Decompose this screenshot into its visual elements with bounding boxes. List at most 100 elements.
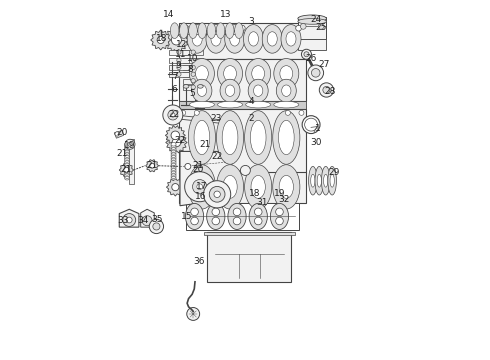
Ellipse shape — [124, 152, 130, 156]
Polygon shape — [151, 30, 171, 50]
Ellipse shape — [230, 32, 240, 46]
Ellipse shape — [281, 24, 301, 53]
Ellipse shape — [279, 175, 294, 198]
Ellipse shape — [248, 79, 268, 102]
Ellipse shape — [171, 143, 176, 146]
Ellipse shape — [124, 160, 130, 164]
Ellipse shape — [211, 32, 221, 46]
Circle shape — [172, 35, 181, 45]
Ellipse shape — [218, 59, 243, 89]
Polygon shape — [119, 209, 139, 227]
Ellipse shape — [245, 59, 270, 89]
Polygon shape — [129, 139, 134, 184]
Text: 8: 8 — [188, 66, 194, 75]
Ellipse shape — [171, 149, 176, 153]
Circle shape — [302, 116, 320, 134]
Ellipse shape — [124, 168, 130, 172]
Text: 19: 19 — [124, 141, 136, 150]
Text: 30: 30 — [310, 138, 321, 147]
Polygon shape — [114, 130, 123, 138]
Circle shape — [197, 184, 202, 190]
Circle shape — [171, 113, 175, 117]
Text: 22: 22 — [212, 152, 223, 161]
Ellipse shape — [171, 175, 176, 179]
Circle shape — [300, 23, 306, 29]
Ellipse shape — [124, 143, 130, 146]
Ellipse shape — [280, 66, 293, 81]
Circle shape — [185, 163, 191, 170]
Ellipse shape — [171, 23, 179, 39]
Circle shape — [157, 36, 164, 44]
Ellipse shape — [191, 208, 198, 216]
Ellipse shape — [191, 217, 198, 225]
Ellipse shape — [245, 111, 272, 164]
Ellipse shape — [315, 166, 323, 195]
Ellipse shape — [276, 217, 283, 225]
Ellipse shape — [187, 24, 207, 53]
Circle shape — [163, 105, 183, 125]
Text: 9: 9 — [175, 61, 181, 70]
Circle shape — [191, 50, 196, 54]
Ellipse shape — [124, 156, 130, 159]
Ellipse shape — [276, 208, 283, 216]
Ellipse shape — [171, 168, 176, 172]
Text: 28: 28 — [324, 87, 336, 96]
Ellipse shape — [282, 85, 291, 96]
Text: 24: 24 — [310, 15, 321, 24]
Circle shape — [115, 132, 119, 136]
Text: 21: 21 — [121, 166, 132, 175]
Ellipse shape — [198, 23, 206, 39]
Text: 25: 25 — [316, 23, 327, 32]
Ellipse shape — [249, 203, 268, 229]
Ellipse shape — [207, 23, 216, 39]
Circle shape — [171, 131, 180, 140]
Circle shape — [149, 219, 164, 234]
Circle shape — [168, 110, 178, 120]
Text: 20: 20 — [116, 129, 127, 138]
Circle shape — [214, 191, 220, 198]
Ellipse shape — [171, 159, 176, 162]
Ellipse shape — [267, 32, 277, 46]
Circle shape — [240, 25, 245, 31]
Ellipse shape — [194, 120, 210, 155]
Ellipse shape — [328, 166, 337, 195]
Bar — [298, 18, 326, 39]
Text: 22: 22 — [169, 110, 180, 119]
Circle shape — [191, 78, 196, 83]
Ellipse shape — [274, 59, 299, 89]
Text: 34: 34 — [138, 216, 149, 225]
Ellipse shape — [124, 159, 130, 162]
Bar — [169, 65, 189, 70]
Ellipse shape — [171, 160, 176, 164]
Ellipse shape — [124, 154, 130, 157]
Bar — [183, 85, 203, 90]
Bar — [183, 72, 203, 77]
Polygon shape — [180, 152, 232, 206]
Bar — [179, 101, 306, 109]
Ellipse shape — [252, 66, 265, 81]
Circle shape — [319, 83, 334, 97]
Ellipse shape — [330, 174, 334, 187]
Ellipse shape — [278, 120, 294, 155]
Circle shape — [203, 181, 231, 208]
Polygon shape — [119, 163, 134, 177]
Circle shape — [191, 85, 196, 89]
Ellipse shape — [124, 170, 130, 174]
Ellipse shape — [220, 79, 240, 102]
Text: 13: 13 — [220, 10, 231, 19]
Text: 35: 35 — [152, 215, 163, 224]
Ellipse shape — [171, 150, 176, 154]
Circle shape — [285, 111, 291, 115]
Bar — [207, 232, 292, 282]
Text: 29: 29 — [328, 168, 339, 177]
Circle shape — [193, 180, 207, 194]
Circle shape — [123, 213, 136, 226]
Bar — [186, 203, 298, 230]
Ellipse shape — [321, 166, 330, 195]
Ellipse shape — [124, 162, 130, 166]
Polygon shape — [141, 209, 154, 227]
Ellipse shape — [245, 165, 272, 209]
Text: 14: 14 — [163, 10, 174, 19]
Bar — [169, 50, 189, 55]
Bar — [169, 72, 189, 77]
